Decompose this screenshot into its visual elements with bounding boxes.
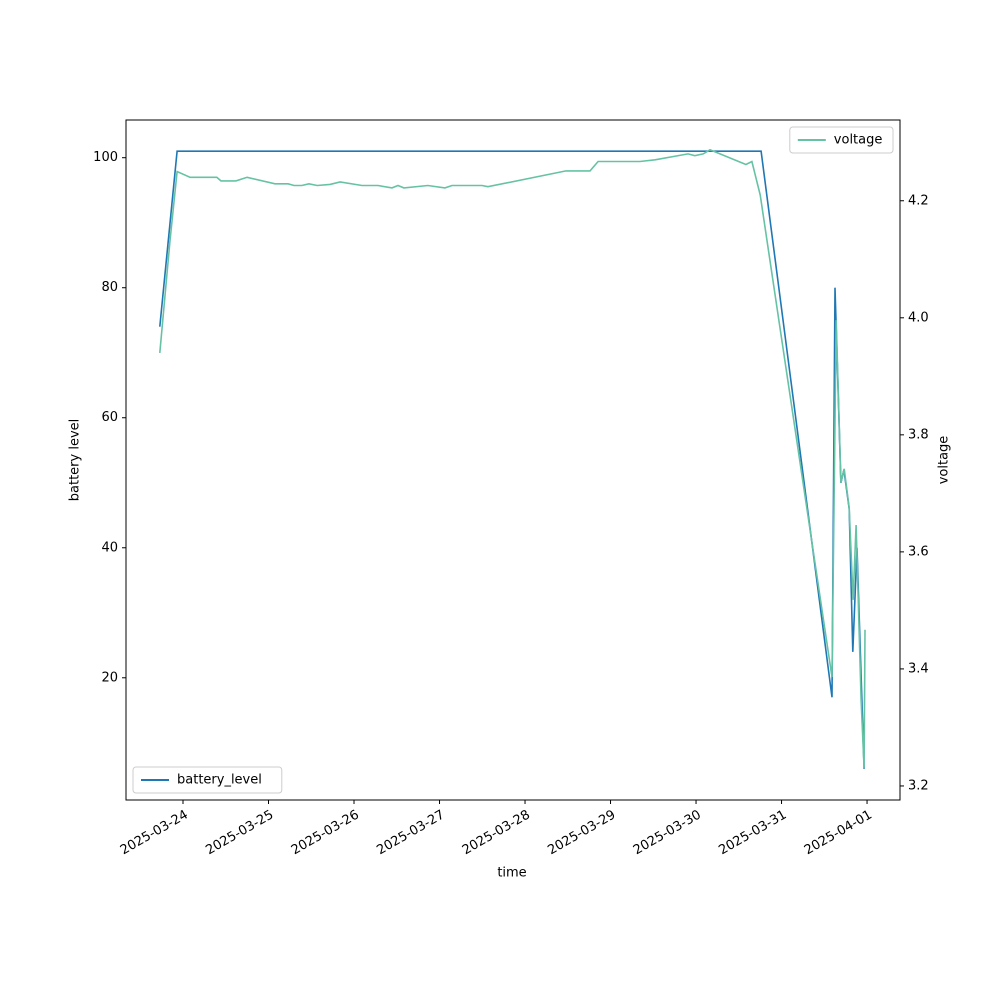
x-tick-label: 2025-03-27 [374, 808, 447, 859]
x-tick-label: 2025-04-01 [802, 808, 875, 859]
x-tick-label: 2025-03-24 [118, 808, 191, 859]
y2-axis-label: voltage [937, 436, 952, 485]
series-line [159, 148, 866, 768]
x-axis-label: time [497, 866, 526, 881]
legend-label: voltage [834, 133, 883, 148]
legend-label: battery_level [177, 773, 262, 788]
x-tick-label: 2025-03-28 [460, 808, 533, 859]
y-tick-label: 40 [101, 540, 118, 555]
y2-tick-label: 3.4 [908, 661, 929, 676]
y2-tick-label: 4.2 [908, 193, 929, 208]
x-tick-label: 2025-03-26 [289, 808, 362, 859]
y2-tick-label: 3.8 [908, 427, 929, 442]
x-tick-label: 2025-03-30 [631, 808, 704, 859]
y-axis-label: battery level [68, 419, 83, 502]
legend-box [132, 766, 283, 794]
y-tick-label: 60 [101, 410, 118, 425]
y-tick-label: 80 [101, 280, 118, 295]
legend-box [789, 126, 894, 154]
series-line [159, 150, 865, 769]
y2-tick-label: 3.2 [908, 778, 929, 793]
y2-tick-label: 3.6 [908, 544, 929, 559]
x-tick-label: 2025-03-25 [203, 808, 276, 859]
y2-tick-label: 4.0 [908, 310, 929, 325]
x-tick-label: 2025-03-31 [716, 808, 789, 859]
y-tick-label: 20 [101, 670, 118, 685]
plot-frame [125, 119, 901, 801]
x-tick-label: 2025-03-29 [545, 808, 618, 859]
y-tick-label: 100 [93, 150, 118, 165]
